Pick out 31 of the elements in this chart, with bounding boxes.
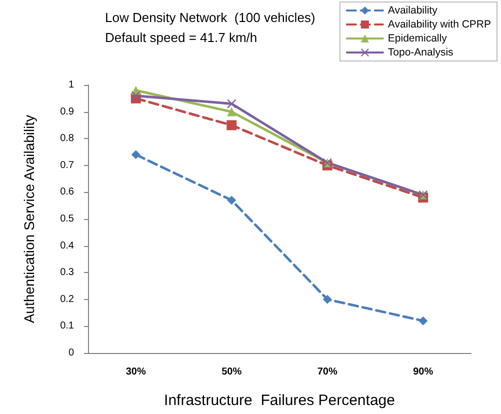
y-tick-label: 0.7 bbox=[60, 160, 74, 171]
chart-subtitle: Default speed = 41.7 km/h bbox=[105, 30, 258, 45]
y-tick-label: 1 bbox=[68, 80, 74, 90]
y-tick-label: 0.8 bbox=[60, 133, 74, 144]
point bbox=[227, 107, 236, 116]
point bbox=[227, 99, 236, 108]
point bbox=[131, 150, 140, 160]
y-tick-label: 0 bbox=[68, 348, 74, 358]
y-axis-title: Authentication Service Availability bbox=[21, 114, 37, 324]
x-tick-label: 50% bbox=[222, 366, 242, 378]
legend-label: Topo-Analysis bbox=[388, 46, 454, 58]
point bbox=[227, 196, 236, 205]
y-tick-label: 0.4 bbox=[60, 240, 74, 252]
point bbox=[322, 294, 332, 304]
legend-label: Epidemically bbox=[388, 32, 448, 44]
chart-title: Low Density Network (100 vehicles) bbox=[105, 10, 316, 25]
y-tick-label: 0.6 bbox=[60, 186, 74, 198]
point bbox=[418, 316, 428, 326]
y-tick-label: 0.3 bbox=[60, 267, 74, 278]
y-tick-label: 0.2 bbox=[60, 294, 74, 305]
x-tick-label: 70% bbox=[317, 366, 338, 378]
point bbox=[131, 91, 140, 100]
y-tick-label: 0.1 bbox=[60, 320, 74, 332]
legend-label: Availability with CPRP bbox=[388, 18, 491, 30]
y-tick-label: 0.9 bbox=[60, 106, 74, 118]
x-axis-title: Infrastructure Failures Percentage bbox=[164, 392, 395, 409]
x-tick-label: 90% bbox=[413, 366, 434, 378]
x-tick-label: 30% bbox=[126, 366, 146, 378]
y-tick-label: 0.5 bbox=[60, 214, 74, 224]
legend-label: Availability bbox=[388, 4, 438, 16]
point bbox=[226, 120, 237, 130]
